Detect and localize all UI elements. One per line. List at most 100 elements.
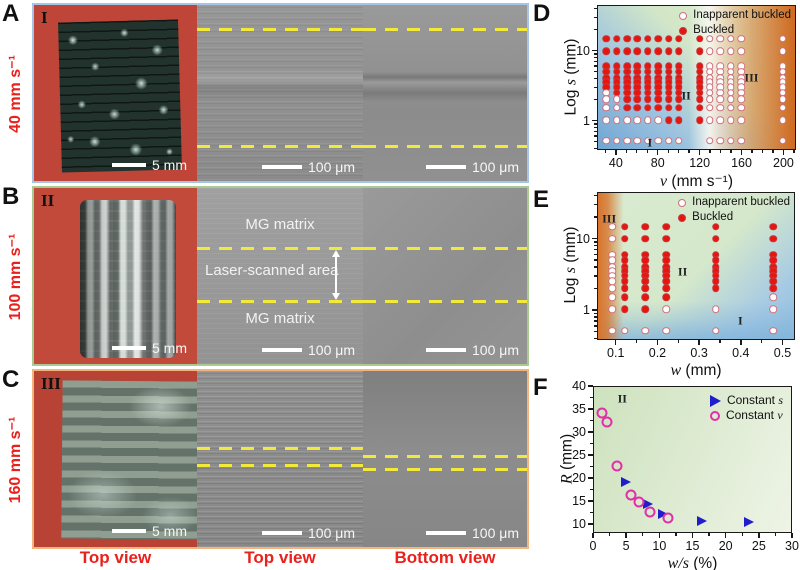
y-axis-tick	[594, 248, 597, 251]
chart-legend: Inapparent buckled Buckled	[678, 195, 790, 225]
x-axis-tick	[751, 150, 753, 153]
x-axis-tick	[781, 340, 784, 345]
panel-letter-e: E	[533, 186, 550, 213]
laser-area-dash-line	[363, 300, 527, 303]
data-point-inapparent-buckled	[769, 326, 778, 335]
y-tick-label: 40	[572, 379, 586, 393]
data-point-buckled	[662, 293, 670, 301]
x-axis-tick	[708, 533, 710, 536]
data-point-inapparent-buckled	[612, 137, 621, 145]
data-point-inapparent-buckled	[706, 35, 714, 43]
x-axis-tick	[642, 533, 644, 536]
data-point-constant-v	[662, 512, 674, 523]
data-point-inapparent-buckled	[612, 104, 621, 112]
scalebar-line	[112, 529, 146, 533]
y-axis-tick	[594, 135, 597, 137]
sem-a-top-view: 100 μm	[197, 5, 363, 181]
x-axis-tick	[667, 150, 669, 153]
data-point-inapparent-buckled	[716, 137, 725, 145]
flat-ribbon-photo	[61, 380, 197, 540]
data-point-inapparent-buckled	[608, 235, 617, 243]
x-axis-tick	[608, 533, 611, 536]
y-axis-tick	[594, 259, 597, 261]
scalebar-label: 100 μm	[472, 342, 519, 358]
legend-marker-icon	[709, 410, 720, 421]
data-point-buckled	[695, 47, 704, 55]
data-point-inapparent-buckled	[726, 104, 735, 112]
x-tick-label: 40	[608, 156, 623, 170]
chart-d-plot-area: I II III Inapparent buckled Buckled	[597, 5, 796, 150]
y-axis-tick	[594, 337, 597, 340]
data-point-inapparent-buckled	[644, 137, 652, 145]
x-axis-tick	[740, 340, 742, 345]
y-axis-tick	[594, 53, 597, 55]
legend-marker-icon	[678, 213, 687, 222]
data-point-buckled	[621, 305, 629, 314]
x-axis-tick	[719, 340, 721, 343]
sem-b-bottom-view: 100 μm	[363, 188, 527, 364]
data-point-inapparent-buckled	[602, 137, 611, 145]
y-axis-tick	[594, 86, 597, 88]
y-axis-tick	[592, 49, 597, 52]
data-point-constant-v	[644, 506, 656, 518]
data-point-inapparent-buckled	[726, 116, 735, 124]
x-axis-tick	[677, 340, 679, 343]
y-tick-label: 10	[576, 43, 590, 58]
data-point-inapparent-buckled	[641, 326, 650, 335]
data-point-buckled	[675, 47, 683, 55]
y-axis-tick	[594, 241, 597, 243]
x-axis-tick	[592, 533, 594, 538]
sem-b-top-view: MG matrix Laser-scanned area MG matrix 1…	[197, 188, 363, 364]
y-axis-tick	[594, 147, 597, 150]
y-axis-tick	[592, 309, 597, 311]
y-tick-label: 20	[572, 470, 586, 485]
data-point-buckled	[623, 95, 631, 103]
x-tick-label: 200	[772, 156, 794, 170]
x-axis-tick	[658, 533, 661, 538]
y-axis-tick	[588, 523, 593, 525]
data-point-inapparent-buckled	[608, 326, 617, 335]
data-point-inapparent-buckled	[778, 137, 787, 145]
x-axis-tick	[793, 150, 795, 153]
data-point-inapparent-buckled	[737, 104, 745, 112]
data-point-inapparent-buckled	[716, 95, 725, 103]
data-point-inapparent-buckled	[706, 104, 714, 112]
data-point-buckled	[644, 95, 652, 103]
x-axis-tick	[760, 340, 763, 343]
data-point-buckled	[711, 235, 720, 243]
data-point-inapparent-buckled	[716, 35, 725, 43]
scalebar-photo-c: 5 mm	[112, 523, 187, 539]
scalebar-line	[112, 163, 146, 167]
data-point-buckled	[664, 35, 673, 43]
data-point-buckled	[633, 104, 642, 112]
x-axis-tick	[719, 150, 722, 153]
x-axis-tick	[740, 150, 743, 155]
data-point-buckled	[641, 222, 650, 231]
data-point-buckled	[602, 47, 611, 55]
x-axis-tick	[691, 533, 694, 538]
data-point-inapparent-buckled	[644, 116, 652, 124]
legend-label: Buckled	[692, 211, 734, 223]
x-axis-tick	[635, 340, 638, 343]
legend-marker-icon	[678, 198, 687, 207]
speed-label-c: 160 mm s⁻¹	[7, 416, 24, 504]
row-a-frame: I 5 mm 100 μm 100 μm	[32, 3, 529, 183]
scalebar-line	[426, 165, 467, 169]
y-axis-tick	[594, 65, 597, 67]
y-axis-tick	[594, 130, 597, 133]
scalebar-label: 100 μm	[308, 342, 355, 358]
data-point-inapparent-buckled	[737, 95, 745, 103]
y-axis-tick	[590, 419, 593, 422]
data-point-inapparent-buckled	[737, 47, 745, 55]
laser-area-dash-line	[363, 247, 527, 250]
y-axis-tick	[590, 442, 593, 445]
x-axis-tick	[688, 150, 690, 153]
data-point-buckled	[769, 284, 778, 292]
x-tick-label: 80	[650, 156, 665, 170]
sem-c-bottom-view: 100 μm	[363, 371, 527, 547]
y-tick-label: 15	[572, 493, 586, 508]
x-axis-tick	[791, 533, 793, 538]
data-point-inapparent-buckled	[608, 293, 617, 301]
x-axis-tick	[698, 340, 700, 345]
